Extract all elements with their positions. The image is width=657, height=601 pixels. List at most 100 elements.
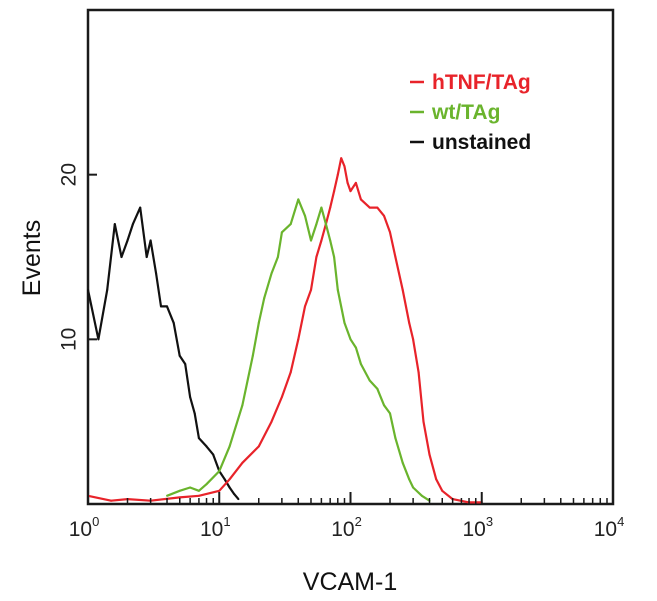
data-point	[172, 321, 175, 324]
data-point	[408, 321, 411, 324]
plot-frame	[86, 8, 615, 506]
data-point	[178, 489, 181, 492]
series-line-htnf-tag	[87, 157, 482, 504]
data-point	[160, 305, 162, 308]
data-point	[340, 157, 343, 160]
data-point	[270, 420, 273, 423]
data-point	[428, 453, 431, 456]
data-point	[241, 461, 244, 464]
data-point	[310, 288, 312, 291]
x-tick-label: 103	[462, 514, 493, 541]
data-point	[304, 305, 306, 308]
data-point	[251, 354, 254, 357]
data-point	[149, 239, 152, 242]
data-point	[263, 297, 266, 300]
y-tick-label: 10	[58, 328, 81, 351]
data-point	[349, 190, 352, 193]
data-point	[166, 305, 168, 308]
data-point	[126, 239, 129, 242]
data-point	[218, 489, 221, 492]
data-point	[97, 338, 100, 341]
data-point	[223, 478, 226, 481]
data-point	[394, 256, 397, 258]
data-point	[420, 494, 423, 497]
legend-label: wt/TAg	[431, 101, 500, 124]
data-point	[289, 223, 292, 226]
x-tick-label: 104	[594, 514, 625, 541]
data-point	[228, 478, 231, 481]
x-tick-label: 102	[331, 514, 362, 541]
data-point	[315, 223, 318, 226]
series-line-wt-tag	[166, 198, 431, 502]
x-axis-title: VCAM-1	[303, 568, 397, 596]
data-point	[412, 486, 415, 489]
data-point	[212, 453, 215, 456]
data-point	[228, 486, 231, 489]
data-point	[184, 363, 187, 365]
data-point	[106, 288, 109, 291]
data-point	[359, 198, 362, 201]
data-point	[343, 321, 346, 324]
data-point	[178, 354, 181, 357]
data-point	[237, 498, 240, 501]
data-point	[417, 371, 420, 374]
data-point	[408, 478, 411, 481]
data-point	[280, 231, 283, 234]
data-point	[422, 420, 425, 423]
data-point	[333, 190, 336, 193]
data-point	[218, 470, 221, 473]
data-point	[113, 223, 116, 226]
data-point	[276, 256, 279, 258]
legend-label: hTNF/TAg	[432, 71, 531, 94]
data-point	[315, 256, 318, 258]
data-point	[336, 173, 339, 176]
data-point	[336, 288, 339, 291]
data-point	[401, 288, 404, 291]
data-point	[120, 256, 123, 258]
data-point	[228, 445, 231, 448]
data-point	[354, 181, 357, 184]
data-point	[257, 321, 260, 324]
data-point	[189, 486, 192, 489]
data-point	[368, 379, 371, 382]
data-point	[320, 239, 323, 242]
data-point	[205, 445, 208, 448]
data-point	[376, 387, 379, 390]
data-point	[205, 483, 208, 486]
data-point	[389, 412, 391, 415]
series-line-unstained	[86, 206, 240, 500]
data-point	[241, 404, 244, 407]
data-point	[320, 206, 323, 209]
data-point	[297, 198, 300, 201]
data-point	[178, 496, 181, 499]
data-point	[297, 338, 300, 341]
data-point	[197, 489, 200, 492]
data-point	[346, 181, 349, 184]
data-point	[376, 206, 379, 209]
data-point	[412, 338, 415, 341]
data-point	[233, 493, 236, 496]
x-tick-label: 101	[200, 514, 231, 541]
data-point	[329, 239, 332, 242]
x-axis-ticks: 100 101 102 103 104	[69, 492, 625, 541]
y-tick-label: 20	[58, 163, 81, 186]
data-point	[189, 396, 192, 398]
data-point	[197, 437, 200, 440]
data-point	[359, 363, 362, 365]
data-point	[131, 223, 134, 226]
series-layer	[86, 157, 483, 504]
data-point	[354, 346, 357, 349]
data-point	[389, 231, 391, 234]
y-axis-ticks: 10 20	[58, 163, 97, 351]
data-point	[310, 239, 312, 242]
data-point	[324, 223, 327, 226]
data-point	[270, 272, 273, 275]
data-point	[289, 371, 292, 374]
data-point	[441, 489, 444, 492]
data-point	[257, 445, 260, 448]
data-point	[383, 214, 385, 217]
y-axis-title: Events	[18, 220, 46, 296]
data-point	[435, 478, 438, 481]
data-point	[145, 256, 148, 258]
